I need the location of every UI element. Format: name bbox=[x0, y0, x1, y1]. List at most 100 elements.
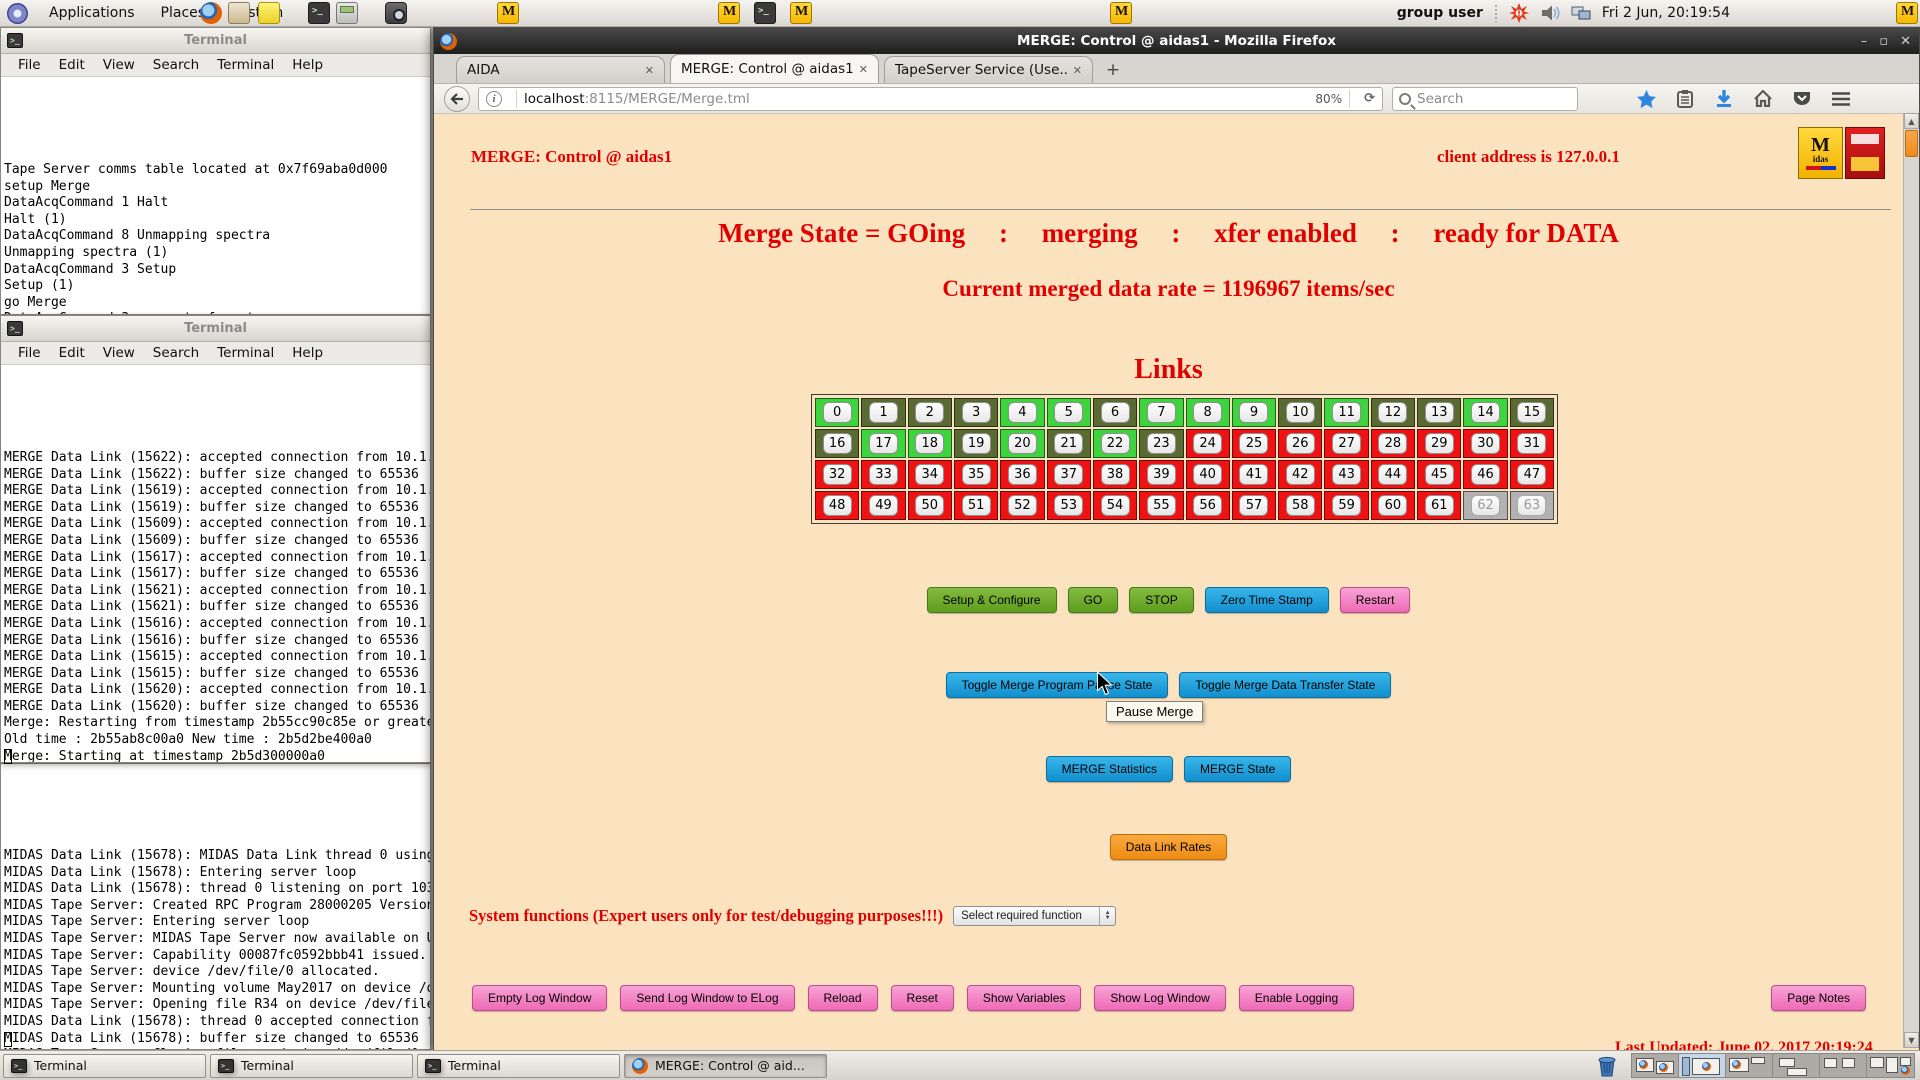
link-button[interactable]: 21 bbox=[1054, 433, 1084, 454]
link-button[interactable]: 25 bbox=[1239, 433, 1269, 454]
link-button[interactable]: 54 bbox=[1100, 495, 1130, 516]
panel-menu[interactable]: Places bbox=[160, 5, 206, 21]
link-button[interactable]: 16 bbox=[822, 433, 852, 454]
link-button[interactable]: 36 bbox=[1007, 464, 1037, 485]
link-button[interactable]: 35 bbox=[961, 464, 991, 485]
toggle-button[interactable]: Toggle Merge Program Pause State bbox=[945, 672, 1169, 698]
trash-icon[interactable] bbox=[1597, 1055, 1617, 1077]
workspace-pane[interactable] bbox=[1726, 1054, 1773, 1077]
tab-close-icon[interactable] bbox=[1073, 64, 1082, 77]
system-function-select[interactable]: Select required function bbox=[953, 906, 1117, 926]
terminal-menu-item[interactable]: File bbox=[18, 345, 41, 361]
link-button[interactable]: 29 bbox=[1424, 433, 1454, 454]
link-button[interactable]: 55 bbox=[1146, 495, 1176, 516]
link-button[interactable]: 37 bbox=[1054, 464, 1084, 485]
alert-tray-icon[interactable] bbox=[1508, 3, 1529, 23]
link-button[interactable]: 48 bbox=[822, 495, 852, 516]
link-button[interactable]: 1 bbox=[868, 402, 898, 423]
browser-tab[interactable]: TapeServer Service (Use... bbox=[884, 56, 1093, 83]
link-button[interactable]: 53 bbox=[1054, 495, 1084, 516]
network-tray-icon[interactable] bbox=[1571, 3, 1591, 23]
back-button[interactable] bbox=[444, 85, 470, 112]
link-button[interactable]: 56 bbox=[1193, 495, 1223, 516]
link-button[interactable]: 32 bbox=[822, 464, 852, 485]
link-button[interactable]: 38 bbox=[1100, 464, 1130, 485]
panel-menu[interactable]: Applications bbox=[49, 5, 135, 21]
bookmark-star-icon[interactable] bbox=[1636, 89, 1656, 109]
site-info-icon[interactable] bbox=[486, 90, 502, 107]
browser-tab[interactable]: AIDA bbox=[456, 56, 665, 83]
link-button[interactable]: 42 bbox=[1285, 464, 1315, 485]
midas-launcher-icon[interactable] bbox=[718, 2, 740, 24]
link-button[interactable]: 40 bbox=[1193, 464, 1223, 485]
log-button[interactable]: Send Log Window to ELog bbox=[620, 985, 795, 1011]
action-button[interactable]: Setup & Configure bbox=[926, 587, 1057, 613]
midas-tray-icon[interactable] bbox=[1896, 2, 1918, 24]
link-button[interactable]: 20 bbox=[1007, 433, 1037, 454]
tab-close-icon[interactable] bbox=[859, 63, 868, 76]
minimize-icon[interactable] bbox=[1861, 34, 1868, 49]
link-button[interactable]: 41 bbox=[1239, 464, 1269, 485]
link-button[interactable]: 14 bbox=[1471, 402, 1501, 423]
volume-tray-icon[interactable] bbox=[1540, 3, 1560, 23]
link-button[interactable]: 23 bbox=[1146, 433, 1176, 454]
link-button[interactable]: 62 bbox=[1471, 495, 1501, 516]
link-button[interactable]: 27 bbox=[1332, 433, 1362, 454]
link-button[interactable]: 3 bbox=[961, 402, 991, 423]
workspace-pane[interactable] bbox=[1773, 1054, 1820, 1077]
workspace-pane[interactable] bbox=[1820, 1054, 1867, 1077]
tab-close-icon[interactable] bbox=[645, 64, 654, 77]
midas-launcher-icon[interactable] bbox=[497, 2, 519, 24]
browser-tab[interactable]: MERGE: Control @ aidas1 bbox=[670, 54, 879, 83]
taskbar-window-button[interactable]: Terminal bbox=[210, 1053, 413, 1078]
log-button[interactable]: Reload bbox=[807, 985, 878, 1011]
log-button[interactable]: Enable Logging bbox=[1238, 985, 1355, 1011]
link-button[interactable]: 50 bbox=[915, 495, 945, 516]
page-notes-button[interactable]: Page Notes bbox=[1771, 985, 1866, 1011]
maximize-icon[interactable] bbox=[1879, 34, 1888, 49]
terminal-menu-item[interactable]: Terminal bbox=[217, 345, 275, 361]
taskbar-window-button[interactable]: Terminal bbox=[3, 1053, 206, 1078]
taskbar-window-button[interactable]: MERGE: Control @ aid... bbox=[624, 1053, 827, 1078]
data-link-rates-button[interactable]: Data Link Rates bbox=[1109, 834, 1228, 860]
tray-grip-handle[interactable] bbox=[1493, 4, 1498, 22]
action-button[interactable]: Restart bbox=[1339, 587, 1411, 613]
terminal-menu-item[interactable]: View bbox=[102, 57, 135, 73]
link-button[interactable]: 28 bbox=[1378, 433, 1408, 454]
link-button[interactable]: 43 bbox=[1332, 464, 1362, 485]
workspace-pane-active[interactable] bbox=[1679, 1054, 1726, 1077]
log-button[interactable]: Empty Log Window bbox=[472, 985, 608, 1011]
action-button[interactable]: Zero Time Stamp bbox=[1204, 587, 1329, 613]
log-button[interactable]: Reset bbox=[890, 985, 954, 1011]
search-bar[interactable] bbox=[1392, 86, 1578, 111]
merge-info-button[interactable]: MERGE Statistics bbox=[1045, 756, 1173, 782]
page-scrollbar[interactable] bbox=[1903, 113, 1919, 1048]
link-button[interactable]: 47 bbox=[1517, 464, 1547, 485]
midas-launcher-icon[interactable] bbox=[1110, 2, 1132, 24]
link-button[interactable]: 24 bbox=[1193, 433, 1223, 454]
link-button[interactable]: 26 bbox=[1285, 433, 1315, 454]
terminal-menu-item[interactable]: Help bbox=[292, 57, 324, 73]
toggle-button[interactable]: Toggle Merge Data Transfer State bbox=[1179, 672, 1392, 698]
link-button[interactable]: 34 bbox=[915, 464, 945, 485]
action-button[interactable]: GO bbox=[1067, 587, 1119, 613]
link-button[interactable]: 0 bbox=[822, 402, 852, 423]
link-button[interactable]: 6 bbox=[1100, 402, 1130, 423]
link-button[interactable]: 4 bbox=[1007, 402, 1037, 423]
home-icon[interactable] bbox=[1753, 89, 1773, 109]
link-button[interactable]: 49 bbox=[868, 495, 898, 516]
terminal-menu-item[interactable]: Search bbox=[152, 57, 200, 73]
link-button[interactable]: 17 bbox=[868, 433, 898, 454]
link-button[interactable]: 11 bbox=[1332, 402, 1362, 423]
scroll-up-icon[interactable] bbox=[1904, 113, 1919, 129]
new-tab-button[interactable] bbox=[1098, 57, 1128, 82]
terminal-menu-item[interactable]: Help bbox=[292, 345, 324, 361]
terminal-menu-item[interactable]: Terminal bbox=[217, 57, 275, 73]
zoom-level-badge[interactable]: 80% bbox=[1315, 91, 1343, 106]
terminal-menu-item[interactable]: Search bbox=[152, 345, 200, 361]
firefox-launcher-icon[interactable] bbox=[200, 2, 222, 24]
link-button[interactable]: 45 bbox=[1424, 464, 1454, 485]
scroll-down-icon[interactable] bbox=[1904, 1032, 1919, 1048]
terminal-menu-item[interactable]: Edit bbox=[58, 345, 85, 361]
midas-launcher-icon[interactable] bbox=[790, 2, 812, 24]
